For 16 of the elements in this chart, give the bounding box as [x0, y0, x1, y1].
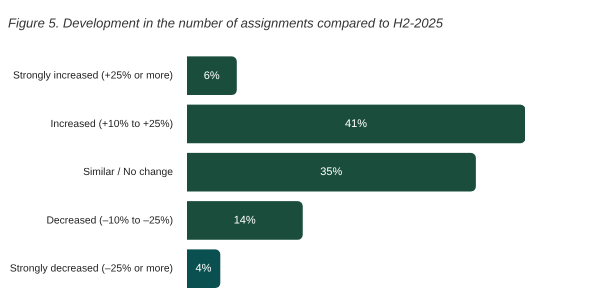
data-label: 35% — [320, 166, 342, 178]
y-tick-label: Increased (+10% to +25%) — [50, 118, 173, 130]
y-tick-label: Strongly increased (+25% or more) — [13, 70, 173, 82]
bar — [187, 104, 525, 144]
data-label: 4% — [196, 262, 212, 275]
chart-title: Figure 5. Development in the number of assignments compared to H2-2025 — [8, 15, 444, 30]
bar — [187, 249, 220, 288]
y-tick-label: Decreased (–10% to –25%) — [46, 215, 173, 226]
y-tick-label: Similar / No change — [83, 167, 174, 178]
data-label: 41% — [344, 118, 368, 130]
bar — [187, 56, 237, 96]
y-tick-label: Strongly decreased (–25% or more) — [10, 264, 173, 275]
bar — [187, 201, 303, 240]
data-label: 6% — [204, 70, 220, 82]
bar — [187, 152, 476, 192]
data-label: 14% — [234, 214, 256, 226]
